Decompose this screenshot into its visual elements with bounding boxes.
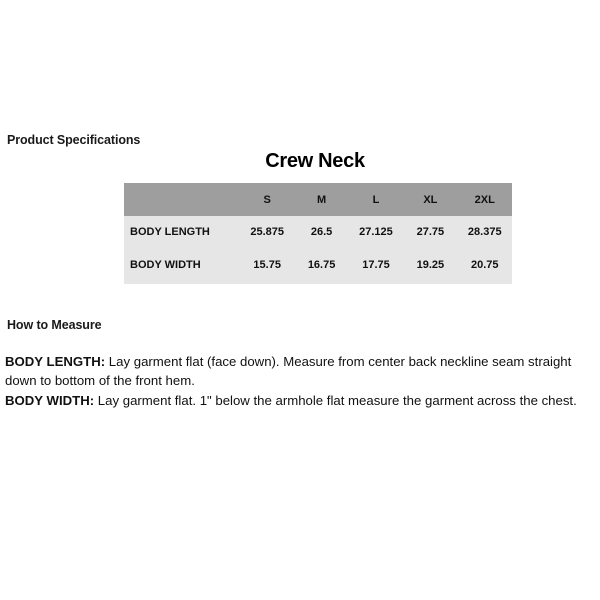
column-header-m: M [294, 183, 349, 216]
cell-body-length-m: 26.5 [294, 216, 349, 247]
table-row: BODY LENGTH 25.875 26.5 27.125 27.75 28.… [124, 216, 512, 247]
cell-body-width-2xl: 20.75 [457, 247, 512, 284]
measure-body-width-text: Lay garment flat. 1" below the armhole f… [94, 393, 577, 408]
measure-body-width-instruction: BODY WIDTH: Lay garment flat. 1" below t… [5, 391, 597, 410]
column-header-l: L [348, 183, 404, 216]
cell-body-width-s: 15.75 [240, 247, 295, 284]
measure-instructions: BODY LENGTH: Lay garment flat (face down… [5, 352, 597, 411]
table-row: BODY WIDTH 15.75 16.75 17.75 19.25 20.75 [124, 247, 512, 284]
measure-body-width-label: BODY WIDTH: [5, 393, 95, 408]
column-header-s: S [240, 183, 295, 216]
size-table-head: S M L XL 2XL [124, 183, 512, 216]
size-table-container: S M L XL 2XL BODY LENGTH 25.875 26.5 27.… [124, 183, 512, 284]
cell-body-length-2xl: 28.375 [457, 216, 512, 247]
cell-body-width-xl: 19.25 [403, 247, 458, 284]
column-header-xl: XL [403, 183, 458, 216]
size-chart-title: Crew Neck [265, 150, 365, 172]
column-header-measurement [124, 183, 240, 216]
table-header-row: S M L XL 2XL [124, 183, 512, 216]
column-header-2xl: 2XL [457, 183, 512, 216]
cell-body-length-l: 27.125 [348, 216, 404, 247]
cell-body-length-xl: 27.75 [403, 216, 458, 247]
row-label-body-width: BODY WIDTH [124, 247, 240, 284]
size-table-body: BODY LENGTH 25.875 26.5 27.125 27.75 28.… [124, 216, 512, 284]
measure-body-length-label: BODY LENGTH: [5, 354, 106, 369]
cell-body-width-m: 16.75 [294, 247, 349, 284]
size-table: S M L XL 2XL BODY LENGTH 25.875 26.5 27.… [124, 183, 512, 284]
measure-body-length-text: Lay garment flat (face down). Measure fr… [5, 354, 572, 388]
cell-body-length-s: 25.875 [240, 216, 295, 247]
cell-body-width-l: 17.75 [348, 247, 404, 284]
row-label-body-length: BODY LENGTH [124, 216, 240, 247]
how-to-measure-heading: How to Measure [7, 318, 102, 332]
product-specifications-heading: Product Specifications [7, 133, 141, 147]
measure-body-length-instruction: BODY LENGTH: Lay garment flat (face down… [5, 352, 597, 390]
